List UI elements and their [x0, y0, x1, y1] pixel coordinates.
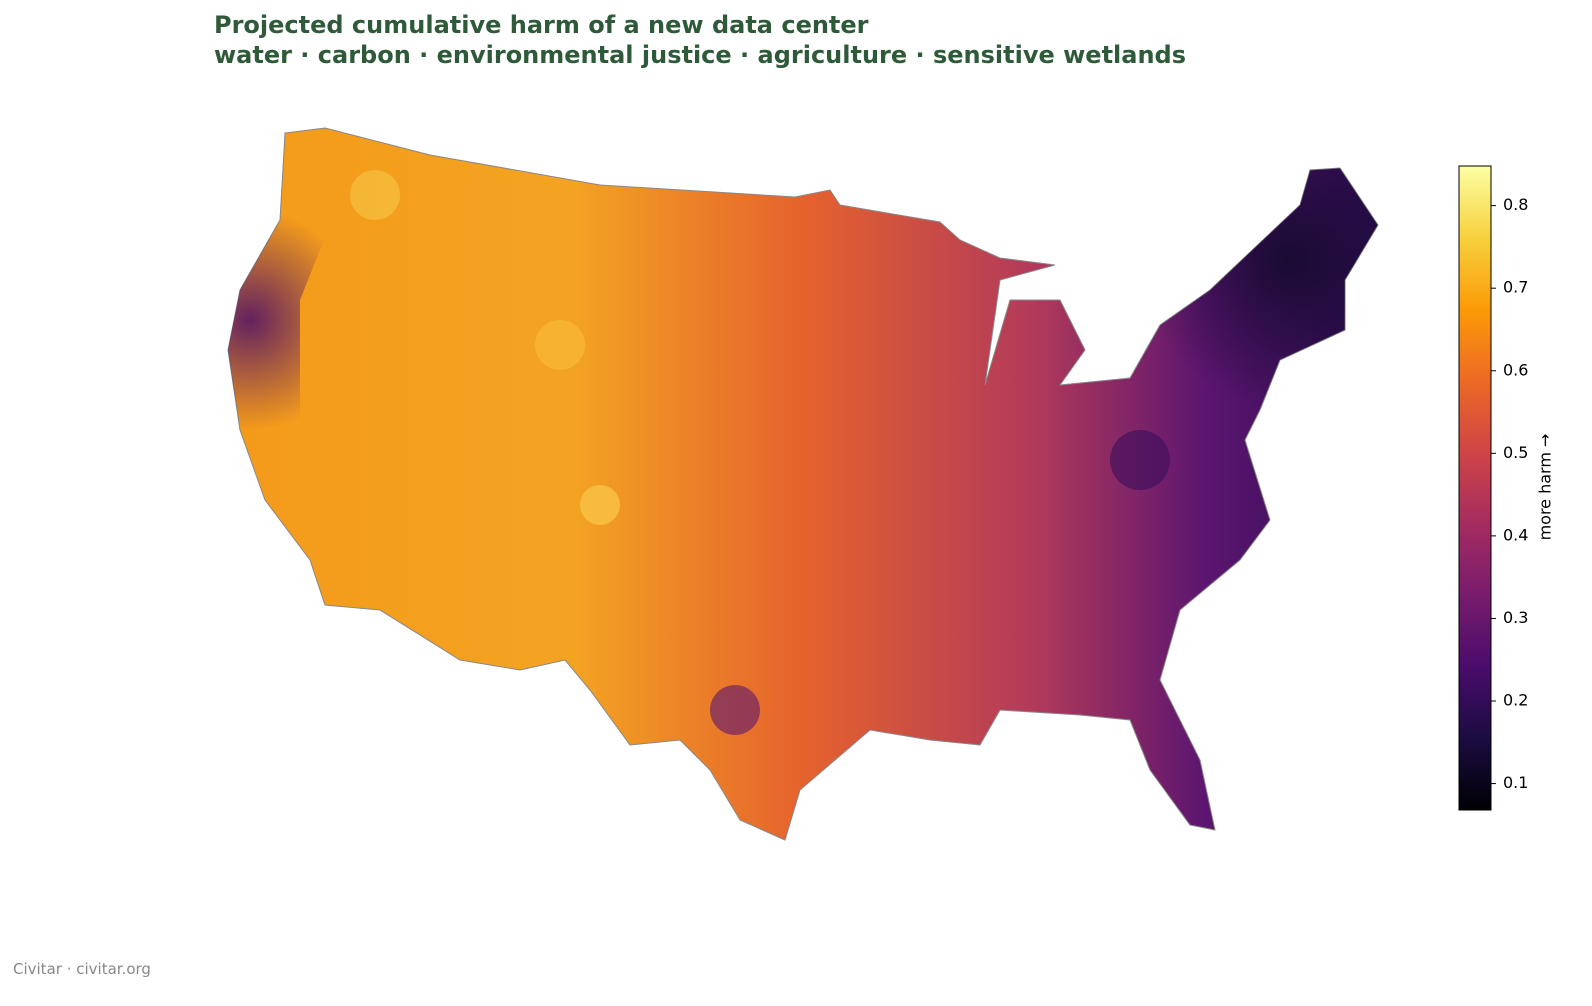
- northeast-shade: [1160, 168, 1378, 420]
- us-map: [227, 127, 1379, 841]
- colorbar: more harm → 0.1 0.2 0.3 0.4 0.5 0.6 0.7 0.8: [1458, 165, 1555, 811]
- hotspot: [350, 170, 400, 220]
- subtitle-line: water · carbon · environmental justice ·…: [214, 41, 1186, 69]
- us-outline: [227, 127, 1379, 841]
- west-coast-shade: [228, 128, 340, 500]
- colorbar-tick-label: 0.6: [1503, 360, 1528, 379]
- colorbar-tick-label: 0.8: [1503, 195, 1528, 214]
- colorbar-ramp: [1458, 165, 1492, 811]
- hotspot: [580, 485, 620, 525]
- colorbar-tick-label: 0.3: [1503, 608, 1528, 627]
- colorbar-tick-label: 0.4: [1503, 525, 1528, 544]
- colorbar-tick-label: 0.5: [1503, 443, 1528, 462]
- colorbar-tick-label: 0.7: [1503, 278, 1528, 297]
- coldspot: [710, 685, 760, 735]
- colorbar-label: more harm →: [1536, 434, 1555, 541]
- hotspot: [535, 320, 585, 370]
- title-line: Projected cumulative harm of a new data …: [214, 11, 869, 39]
- colorbar-tick-label: 0.1: [1503, 773, 1528, 792]
- coldspot: [1110, 430, 1170, 490]
- colorbar-tick-label: 0.2: [1503, 691, 1528, 710]
- footer: Civitar · civitar.org: [13, 960, 151, 978]
